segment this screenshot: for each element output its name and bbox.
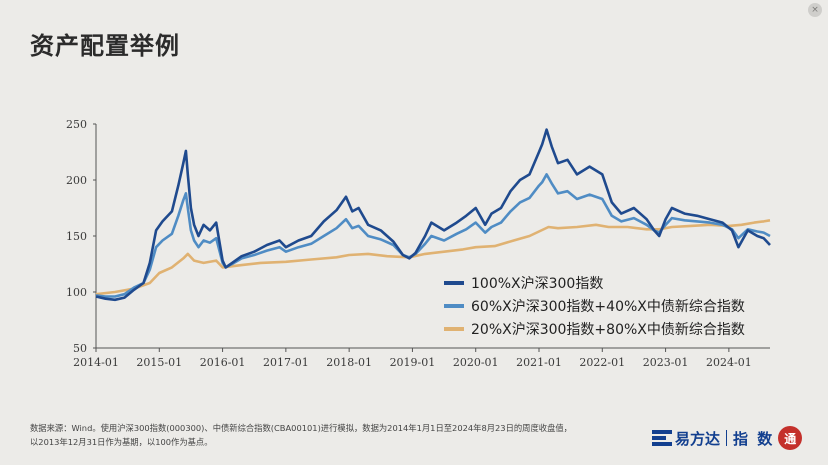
x-tick-label: 2023-01 [643,356,689,369]
x-tick-label: 2020-01 [453,356,499,369]
line-chart: 50 100 150 200 250 2014-01 2015-01 2016-01 2017-… [66,118,771,369]
y-tick-label: 250 [66,118,87,131]
x-tick-label: 2016-01 [200,356,246,369]
brand-logo: 易方达 指 数 通 [652,425,803,451]
legend-label-1: 100%X沪深300指数 [471,276,603,292]
x-tick-label: 2024-01 [706,356,752,369]
y-tick-label: 200 [66,174,87,187]
x-tick-label: 2015-01 [136,356,182,369]
x-tick-label: 2019-01 [390,356,436,369]
x-tick-label: 2022-01 [579,356,625,369]
footnote-line-1: 数据来源：Wind。使用沪深300指数(000300)、中债新综合指数(CBA0… [30,423,572,433]
close-icon[interactable]: × [808,3,822,17]
footnote-line-2: 以2013年12月31日作为基期，以100作为基点。 [30,437,213,447]
x-tick-label: 2017-01 [263,356,309,369]
brand-badge-icon: 通 [778,426,803,450]
x-tick-label: 2018-01 [326,356,372,369]
brand-mark-icon [652,430,672,446]
series-line-3 [95,219,771,296]
y-tick-label: 50 [73,342,87,355]
logo-divider [726,430,728,446]
page-title: 资产配置举例 [30,32,180,60]
legend-label-3: 20%X沪深300指数+80%X中债新综合指数 [471,322,745,338]
series-line-1 [95,128,771,302]
x-tick-label: 2021-01 [516,356,562,369]
footnote: 数据来源：Wind。使用沪深300指数(000300)、中债新综合指数(CBA0… [30,421,610,449]
legend-label-2: 60%X沪深300指数+40%X中债新综合指数 [471,299,745,315]
x-tick-label: 2014-01 [73,356,119,369]
y-tick-label: 150 [66,230,87,243]
brand-name: 易方达 [675,429,721,448]
y-tick-label: 100 [66,286,87,299]
brand-subtitle: 指 数 [733,429,775,448]
